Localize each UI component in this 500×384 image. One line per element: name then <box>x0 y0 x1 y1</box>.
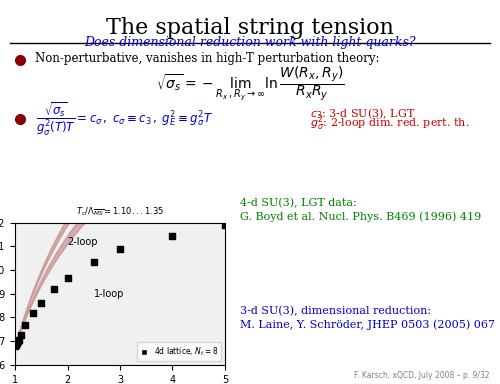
Text: G. Boyd et al. Nucl. Phys. B469 (1996) 419: G. Boyd et al. Nucl. Phys. B469 (1996) 4… <box>240 212 481 222</box>
Point <box>50 286 58 292</box>
Text: 3-d SU(3), dimensional reduction:: 3-d SU(3), dimensional reduction: <box>240 306 431 316</box>
Text: Non-perturbative, vanishes in high-T perturbation theory:: Non-perturbative, vanishes in high-T per… <box>35 52 380 65</box>
Text: $T_c / \Lambda_{\overline{MS}} = 1.10...1.35$: $T_c / \Lambda_{\overline{MS}} = 1.10...… <box>76 206 164 218</box>
Point <box>22 321 30 328</box>
Text: $g_{\sigma}^2$: 2-loop dim. red. pert. th.: $g_{\sigma}^2$: 2-loop dim. red. pert. t… <box>310 114 470 134</box>
Point <box>64 275 72 281</box>
Point <box>18 332 25 338</box>
Legend: 4d lattice, $N_t = 8$: 4d lattice, $N_t = 8$ <box>137 343 221 361</box>
Text: 4-d SU(3), LGT data:: 4-d SU(3), LGT data: <box>240 199 357 209</box>
Text: The spatial string tension: The spatial string tension <box>106 17 394 39</box>
Text: $\dfrac{\sqrt{\sigma_s}}{g_{\sigma}^2(T)T} = c_{\sigma}\,,\; c_{\sigma} \equiv c: $\dfrac{\sqrt{\sigma_s}}{g_{\sigma}^2(T)… <box>36 101 214 137</box>
Point <box>15 337 23 343</box>
Text: 1-loop: 1-loop <box>94 289 124 299</box>
Text: Does dimensional reduction work with light quarks?: Does dimensional reduction work with lig… <box>84 36 416 50</box>
Point <box>13 340 21 346</box>
Point <box>14 338 22 344</box>
Point <box>12 342 20 348</box>
Point <box>90 259 98 265</box>
Point <box>37 300 45 306</box>
Point <box>168 233 176 239</box>
Point <box>30 310 38 316</box>
Text: $\sqrt{\sigma_s} = - \lim_{R_x, R_y \to \infty} \ln \dfrac{W(R_x, R_y)}{R_x R_y}: $\sqrt{\sigma_s} = - \lim_{R_x, R_y \to … <box>156 64 344 101</box>
Point <box>116 246 124 252</box>
Text: 2-loop: 2-loop <box>68 237 98 247</box>
Point <box>221 222 229 228</box>
Text: $c_3$: 3-d SU(3), LGT: $c_3$: 3-d SU(3), LGT <box>310 106 416 121</box>
Point <box>11 343 19 349</box>
Text: M. Laine, Y. Schröder, JHEP 0503 (2005) 067: M. Laine, Y. Schröder, JHEP 0503 (2005) … <box>240 319 495 330</box>
Text: F. Karsch, xQCD, July 2008 – p. 9/32: F. Karsch, xQCD, July 2008 – p. 9/32 <box>354 371 490 380</box>
